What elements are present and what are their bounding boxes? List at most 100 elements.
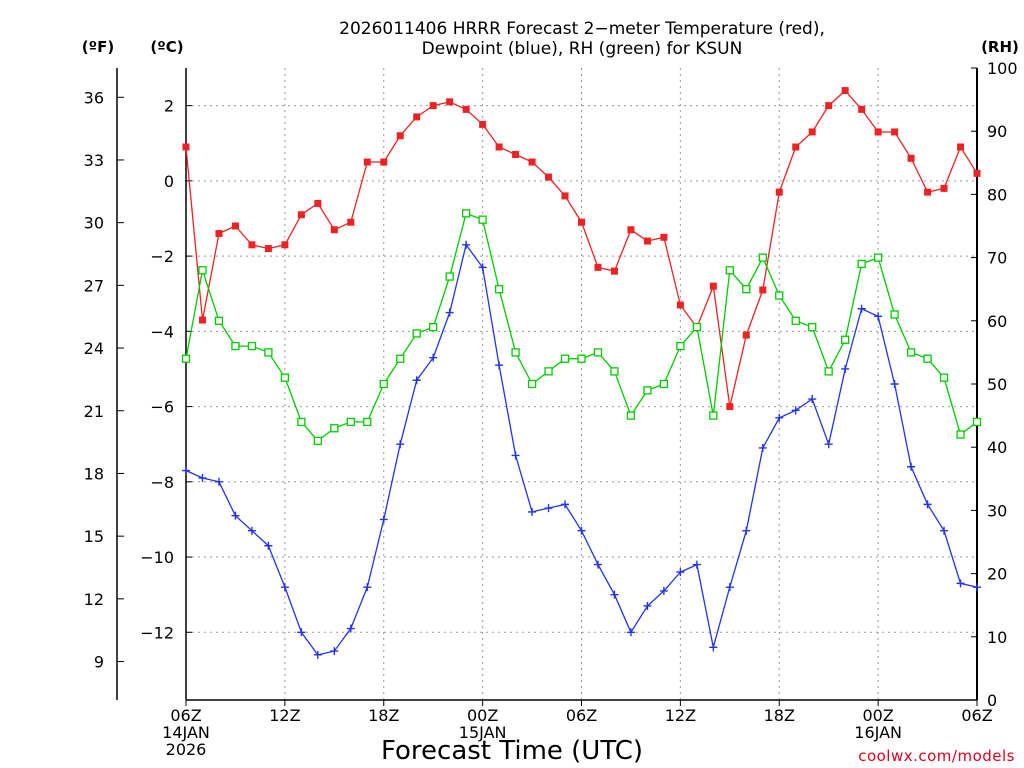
rh-point (577, 354, 586, 363)
rh-point (890, 310, 899, 319)
dewpoint-point (808, 395, 817, 404)
dewpoint-point (214, 477, 223, 486)
temperature-point (198, 316, 206, 324)
fahrenheit-tick-label: 21 (84, 402, 104, 421)
dewpoint-point (593, 560, 602, 569)
dewpoint-point (791, 406, 800, 415)
temperature-point (759, 286, 767, 294)
temperature-point (940, 184, 948, 192)
rh-point (527, 379, 537, 389)
rh-point (593, 348, 603, 357)
temperature-point (726, 403, 734, 411)
dewpoint-point (610, 590, 619, 599)
temperature-point (825, 102, 833, 110)
rh-point (181, 354, 191, 363)
rh-tick-label: 30 (987, 501, 1007, 520)
dewpoint-point (247, 526, 256, 535)
temperature-point (347, 218, 355, 226)
temperature-point (891, 128, 899, 136)
rh-point (725, 266, 734, 275)
temperature-point (775, 188, 783, 196)
rh-tick-label: 40 (987, 438, 1007, 457)
temperature-point (660, 233, 668, 241)
chart-title-line-2: Dewpoint (blue), RH (green) for KSUN (422, 39, 743, 59)
temperature-point (363, 158, 371, 166)
rh-tick-label: 100 (987, 59, 1018, 78)
fahrenheit-tick-label: 15 (84, 527, 104, 546)
dewpoint-point (198, 474, 207, 483)
temperature-point (512, 151, 520, 159)
celsius-tick-label: −4 (150, 322, 174, 341)
rh-point (758, 253, 767, 262)
celsius-tick-label: −12 (140, 623, 174, 642)
celsius-axis: 2 0 −2 −4 −6 −8 −10 −12 (140, 97, 192, 642)
dewpoint-series (182, 240, 981, 659)
rh-point (824, 367, 833, 376)
time-tick-label: 15JAN (459, 723, 507, 742)
rh-point (544, 367, 553, 376)
temperature-point (215, 230, 223, 238)
temperature-point (446, 98, 454, 106)
time-tick-label: 12Z (665, 706, 696, 725)
dewpoint-point (626, 628, 635, 637)
celsius-tick-label: −6 (150, 398, 174, 417)
watermark: coolwx.com/models (858, 747, 1015, 765)
rh-point (445, 272, 454, 281)
temperature-point (676, 301, 684, 309)
dewpoint-point (363, 583, 372, 592)
dewpoint-point (429, 353, 438, 362)
temperature-point (248, 241, 256, 249)
rh-point (972, 417, 982, 427)
dewpoint-point (709, 643, 718, 652)
dewpoint-point (346, 624, 355, 633)
dewpoint-point (659, 586, 668, 595)
celsius-tick-label: 0 (164, 172, 174, 191)
rh-point (923, 354, 932, 363)
temperature-point (281, 241, 289, 249)
axes (116, 68, 978, 701)
rh-tick-label: 60 (987, 312, 1007, 331)
temperature-point (709, 282, 717, 290)
temperature-point (841, 87, 849, 95)
time-tick-label: 18Z (764, 706, 795, 725)
temperature-point (742, 331, 750, 339)
dewpoint-point (297, 628, 306, 637)
dewpoint-point (182, 466, 190, 475)
time-tick-label: 06Z (566, 706, 597, 725)
rh-point (709, 411, 718, 420)
dewpoint-point (643, 601, 652, 610)
temperature-point (808, 128, 816, 136)
dewpoint-point (396, 440, 405, 449)
rh-point (478, 215, 487, 224)
time-tick-label: 00Z (467, 706, 498, 725)
rh-point (379, 379, 388, 389)
temperature-point (314, 199, 322, 207)
rh-point (676, 341, 685, 351)
temperature-point (545, 173, 553, 181)
rh-point (396, 354, 405, 363)
temperature-point (231, 222, 239, 230)
rh-point (231, 341, 240, 351)
temperature-point (330, 226, 338, 234)
fahrenheit-tick-label: 18 (84, 464, 104, 483)
rh-point (659, 379, 669, 389)
rh-point (643, 386, 652, 395)
temperature-point (907, 154, 915, 162)
dewpoint-point (940, 526, 949, 535)
rh-series (181, 209, 982, 446)
rh-tick-label: 90 (987, 122, 1007, 141)
dewpoint-point (758, 443, 767, 452)
rh-unit-label: (RH) (981, 38, 1019, 56)
rh-point (412, 329, 421, 338)
rh-point (857, 259, 866, 269)
rh-tick-label: 70 (987, 249, 1007, 268)
rh-point (297, 417, 306, 427)
dewpoint-point (544, 504, 553, 513)
celsius-tick-label: −2 (150, 247, 174, 266)
temperature-point (182, 143, 190, 151)
fahrenheit-tick-label: 30 (84, 214, 104, 233)
celsius-tick-label: −8 (150, 473, 174, 492)
dewpoint-point (561, 500, 570, 509)
